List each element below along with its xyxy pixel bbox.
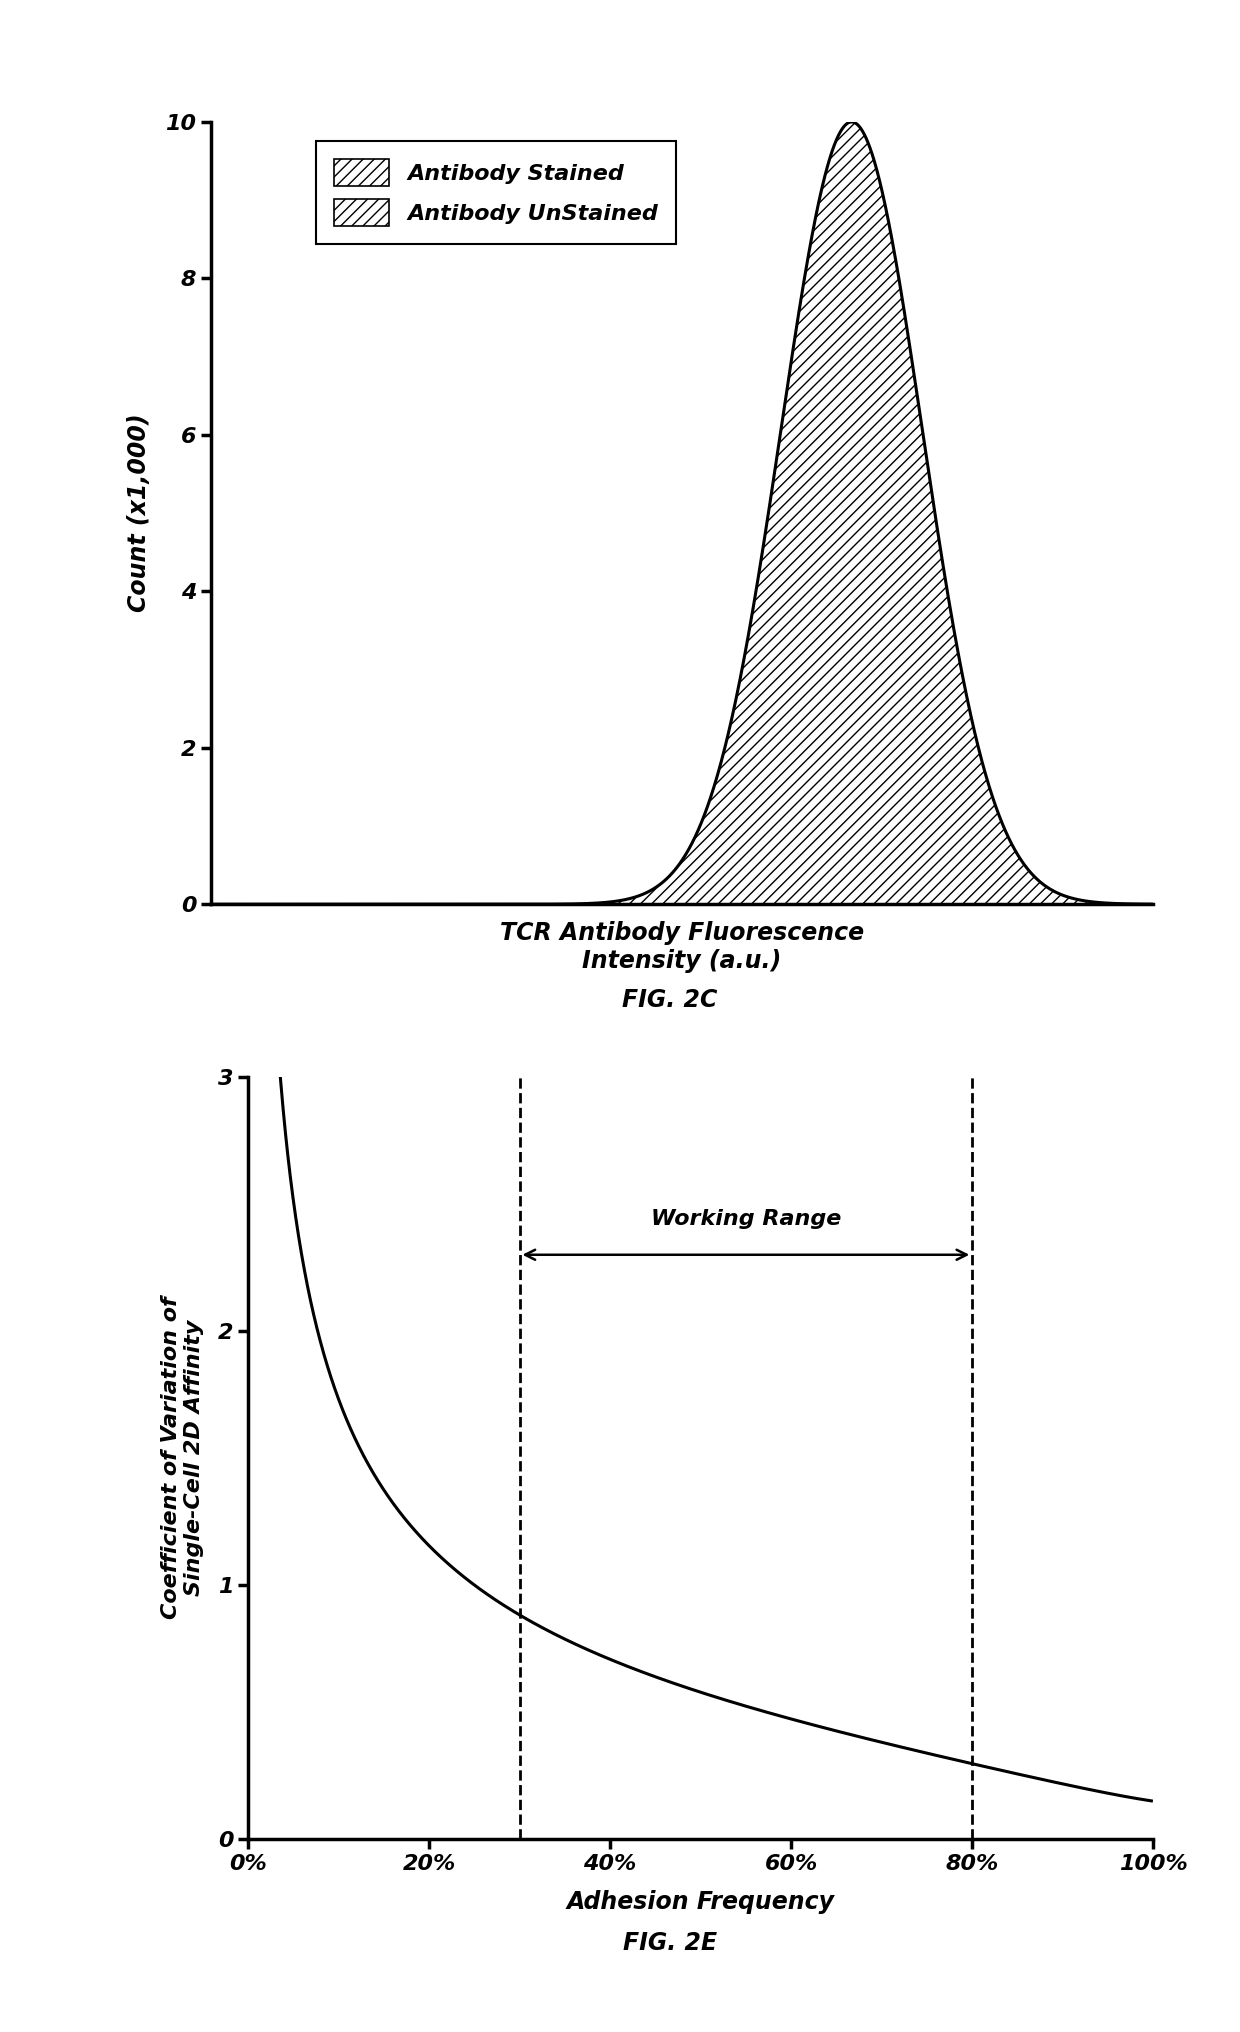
Text: Working Range: Working Range — [651, 1209, 841, 1229]
Y-axis label: Coefficient of Variation of
Single-Cell 2D Affinity: Coefficient of Variation of Single-Cell … — [161, 1296, 205, 1620]
Text: FIG. 2C: FIG. 2C — [622, 988, 717, 1012]
X-axis label: Adhesion Frequency: Adhesion Frequency — [567, 1890, 835, 1914]
Text: FIG. 2E: FIG. 2E — [622, 1930, 717, 1955]
Legend: Antibody Stained, Antibody UnStained: Antibody Stained, Antibody UnStained — [316, 140, 676, 244]
X-axis label: TCR Antibody Fluorescence
Intensity (a.u.): TCR Antibody Fluorescence Intensity (a.u… — [500, 920, 864, 973]
Y-axis label: Count (x1,000): Count (x1,000) — [128, 415, 151, 612]
